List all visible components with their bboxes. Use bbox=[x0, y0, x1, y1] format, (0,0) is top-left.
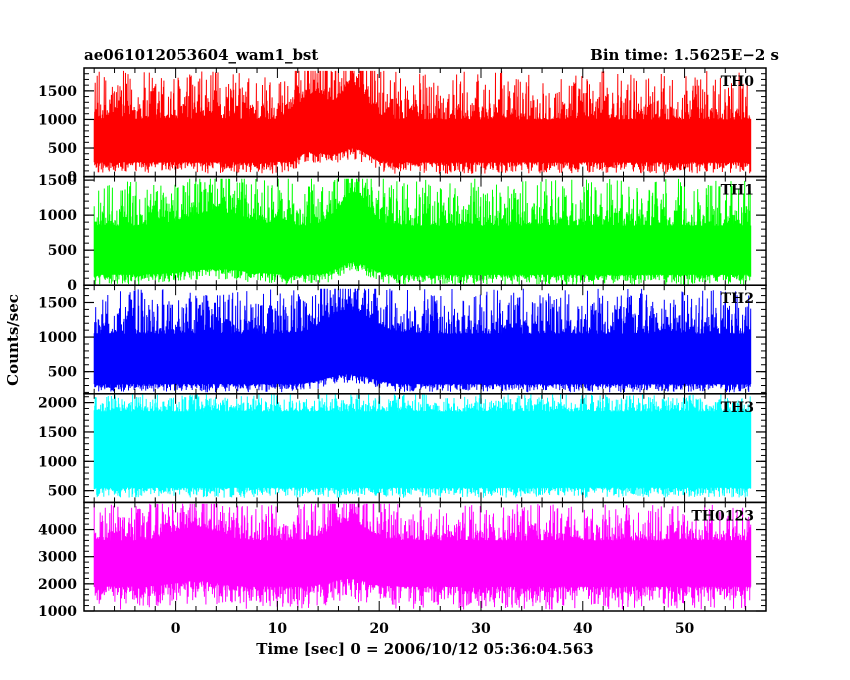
x-tick-label: 10 bbox=[268, 621, 288, 637]
x-tick-label: 50 bbox=[675, 621, 695, 637]
y-tick-label-th2: 1000 bbox=[38, 330, 77, 346]
y-tick-label-th1: 1000 bbox=[38, 208, 77, 224]
y-axis-label: Counts/sec bbox=[4, 294, 22, 386]
y-tick-label-th1: 0 bbox=[67, 278, 77, 294]
y-tick-label-th0: 1000 bbox=[38, 112, 77, 128]
series-th0123-trace bbox=[93, 503, 752, 610]
series-th1-trace bbox=[93, 178, 752, 286]
y-tick-label-th3: 1000 bbox=[38, 454, 77, 470]
y-tick-label-th3: 1500 bbox=[38, 425, 77, 441]
chart-title: ae061012053604_wam1_bst bbox=[84, 46, 318, 64]
series-th3-trace bbox=[93, 393, 752, 498]
x-tick-label: 0 bbox=[171, 621, 181, 637]
y-tick-label-th0123: 3000 bbox=[38, 550, 77, 566]
y-tick-label-th1: 500 bbox=[48, 243, 77, 259]
series-th2-trace bbox=[93, 288, 752, 393]
y-tick-label-th0123: 2000 bbox=[38, 577, 77, 593]
y-tick-label-th0123: 1000 bbox=[38, 604, 77, 620]
bin-time-label: Bin time: 1.5625E−2 s bbox=[590, 46, 779, 64]
panel-label-th3: TH3 bbox=[721, 400, 754, 416]
y-tick-label-th0: 0 bbox=[67, 170, 77, 186]
panels-group: 050010001500TH0050010001500TH15001000150… bbox=[38, 67, 767, 637]
y-tick-label-th0123: 4000 bbox=[38, 523, 77, 539]
y-tick-label-th3: 2000 bbox=[38, 396, 77, 412]
series-th0-trace bbox=[93, 70, 752, 174]
x-axis-label: Time [sec] 0 = 2006/10/12 05:36:04.563 bbox=[256, 640, 593, 658]
y-tick-label-th1: 1500 bbox=[38, 173, 77, 189]
panel-label-th0: TH0 bbox=[721, 74, 755, 90]
y-tick-label-th0: 1500 bbox=[38, 84, 77, 100]
panel-label-th2: TH2 bbox=[721, 291, 754, 307]
panel-label-th1: TH1 bbox=[721, 183, 754, 199]
y-tick-label-th2: 500 bbox=[48, 365, 77, 381]
panel-label-th0123: TH0123 bbox=[691, 508, 754, 524]
y-tick-label-th0: 500 bbox=[48, 141, 77, 157]
x-tick-label: 20 bbox=[369, 621, 389, 637]
y-tick-label-th3: 500 bbox=[48, 484, 77, 500]
x-tick-label: 40 bbox=[573, 621, 593, 637]
x-tick-label: 30 bbox=[471, 621, 491, 637]
y-tick-label-th2: 1500 bbox=[38, 295, 77, 311]
